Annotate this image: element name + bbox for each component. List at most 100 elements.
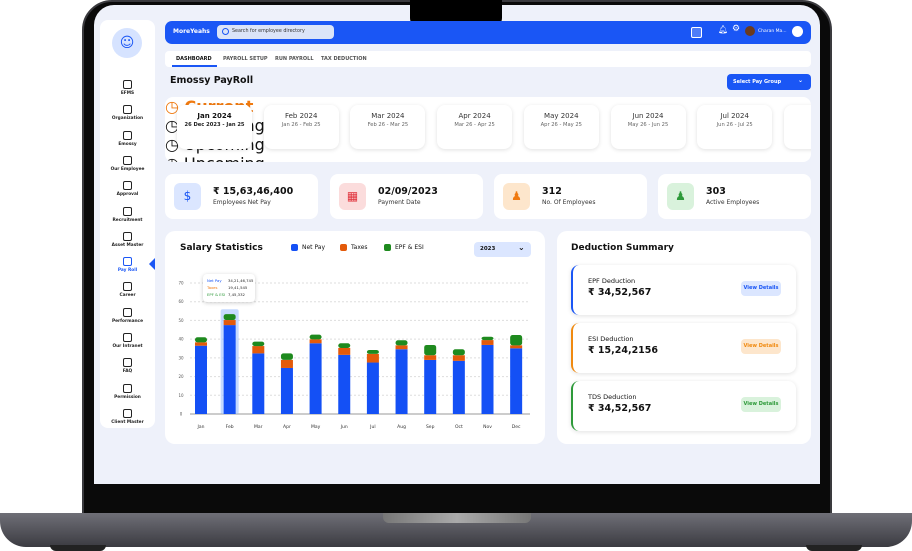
year-select[interactable]: 2023 ⌄ bbox=[474, 242, 531, 257]
bar-net-pay-oct[interactable] bbox=[452, 360, 465, 414]
bar-taxes-mar[interactable] bbox=[252, 346, 265, 354]
logo: ☺ bbox=[112, 28, 142, 58]
bar-epf-esi-apr[interactable] bbox=[280, 353, 293, 360]
sidebar-item-asset-master[interactable]: Asset Master bbox=[100, 231, 155, 248]
sidebar-item-label: Career bbox=[119, 293, 136, 299]
bar-net-pay-mar[interactable] bbox=[252, 353, 265, 414]
legend-item[interactable]: Net Pay bbox=[291, 244, 325, 251]
bar-net-pay-jun[interactable] bbox=[338, 354, 351, 414]
pay-period-card[interactable]: May 2024 Apr 26 - May 25 bbox=[523, 105, 599, 149]
bar-net-pay-feb[interactable] bbox=[223, 325, 236, 414]
sidebar-item-label: FAQ bbox=[122, 369, 133, 375]
stat-label: Payment Date bbox=[378, 199, 421, 206]
stat-value: 02/09/2023 bbox=[378, 186, 438, 197]
tab-run-payroll[interactable]: RUN PAYROLL bbox=[275, 56, 314, 62]
search-input[interactable]: Search for employee directory bbox=[217, 25, 334, 39]
search-placeholder: Search for employee directory bbox=[232, 29, 305, 34]
sidebar-item-recruitment[interactable]: Recruitment bbox=[100, 206, 155, 223]
clock-icon: ◷ bbox=[165, 135, 185, 154]
user-name[interactable]: Charan Ma... bbox=[758, 29, 787, 34]
tooltip-value: 19,41,545 bbox=[228, 285, 248, 290]
bar-epf-esi-jun[interactable] bbox=[338, 343, 351, 348]
sidebar-item-label: Permission bbox=[114, 394, 141, 400]
legend-item[interactable]: EPF & ESI bbox=[384, 244, 424, 251]
sidebar-item-our-employee[interactable]: Our Employee bbox=[100, 155, 155, 172]
view-details-button[interactable]: View Details bbox=[741, 397, 781, 412]
tab-dashboard[interactable]: DASHBOARD bbox=[176, 56, 212, 62]
bar-taxes-feb[interactable] bbox=[223, 320, 236, 326]
pay-period-card[interactable]: Feb 2024 Jan 26 - Feb 25 bbox=[263, 105, 339, 149]
pay-period-card[interactable]: AuJul 26 bbox=[783, 105, 811, 149]
sidebar-item-efms[interactable]: EFMS bbox=[100, 80, 155, 96]
bar-net-pay-aug[interactable] bbox=[395, 349, 408, 414]
bar-epf-esi-may[interactable] bbox=[309, 334, 322, 340]
chart-title: Salary Statistics bbox=[180, 243, 263, 253]
bar-taxes-oct[interactable] bbox=[452, 355, 465, 361]
bar-epf-esi-sep[interactable] bbox=[424, 344, 437, 356]
bar-taxes-jun[interactable] bbox=[338, 347, 351, 355]
pay-group-select[interactable]: Select Pay Group ⌄ bbox=[727, 74, 811, 90]
sidebar-item-emossy[interactable]: Emossy bbox=[100, 130, 155, 147]
pay-group-label: Select Pay Group bbox=[733, 79, 782, 85]
avatar[interactable] bbox=[745, 26, 755, 36]
bar-epf-esi-aug[interactable] bbox=[395, 340, 408, 346]
tab-payroll-setup[interactable]: PAYROLL SETUP bbox=[223, 56, 268, 62]
bar-net-pay-may[interactable] bbox=[309, 343, 322, 414]
sidebar-item-career[interactable]: Career bbox=[100, 282, 155, 298]
clock-icon: ◷ bbox=[165, 154, 184, 162]
bar-taxes-aug[interactable] bbox=[395, 345, 408, 350]
bar-epf-esi-dec[interactable] bbox=[510, 335, 523, 346]
bar-net-pay-dec[interactable] bbox=[510, 348, 523, 414]
sidebar-item-approval[interactable]: Approval bbox=[100, 181, 155, 197]
bar-net-pay-jan[interactable] bbox=[195, 345, 207, 414]
bar-taxes-jan[interactable] bbox=[195, 342, 207, 346]
bar-epf-esi-jan[interactable] bbox=[195, 337, 207, 343]
bar-net-pay-nov[interactable] bbox=[481, 344, 494, 414]
bar-epf-esi-jul[interactable] bbox=[366, 349, 379, 354]
y-tick-label: 60 bbox=[178, 299, 184, 304]
tab-tax-deduction[interactable]: TAX DEDUCTION bbox=[321, 56, 367, 62]
sidebar-item-faq[interactable]: FAQ bbox=[100, 358, 155, 374]
sidebar-item-client-master[interactable]: Client Master bbox=[100, 408, 155, 425]
bar-epf-esi-nov[interactable] bbox=[481, 336, 494, 341]
stat-label: Active Employees bbox=[706, 199, 760, 206]
stat-value: 303 bbox=[706, 186, 726, 197]
chevron-down-icon: ⌄ bbox=[798, 77, 804, 84]
view-details-button[interactable]: View Details bbox=[741, 281, 781, 296]
bar-epf-esi-mar[interactable] bbox=[252, 341, 265, 347]
bar-net-pay-jul[interactable] bbox=[366, 362, 379, 414]
sidebar-item-pay-roll[interactable]: Pay Roll bbox=[100, 257, 155, 273]
pay-period-card[interactable]: Mar 2024 Feb 26 - Mar 25 bbox=[350, 105, 426, 149]
sidebar-toggle-icon[interactable] bbox=[691, 27, 702, 38]
bell-icon[interactable]: 🔔︎ bbox=[718, 25, 729, 34]
menu-icon bbox=[123, 206, 132, 216]
menu-icon bbox=[123, 383, 132, 393]
sidebar-item-permission[interactable]: Permission bbox=[100, 383, 155, 400]
bar-taxes-jul[interactable] bbox=[366, 353, 379, 363]
deduction-label: EPF Deduction bbox=[588, 277, 636, 285]
y-tick-label: 40 bbox=[178, 337, 184, 342]
bar-taxes-dec[interactable] bbox=[510, 345, 523, 349]
bar-epf-esi-oct[interactable] bbox=[452, 349, 465, 356]
settings-icon[interactable]: ⚙ bbox=[732, 24, 741, 34]
bar-taxes-may[interactable] bbox=[309, 339, 322, 344]
profile-icon[interactable] bbox=[792, 26, 803, 37]
legend-item[interactable]: Taxes bbox=[340, 244, 368, 251]
deduction-amount: ₹ 34,52,567 bbox=[588, 403, 652, 414]
users-icon: ♟ bbox=[503, 183, 530, 210]
pay-period-card[interactable]: Jul 2024 Jun 26 - Jul 25 bbox=[697, 105, 773, 149]
pay-period-card[interactable]: Jan 2024 26 Dec 2023 - Jan 25 bbox=[177, 105, 252, 149]
sidebar-item-performance[interactable]: Performance bbox=[100, 307, 155, 324]
sidebar-item-our-intranet[interactable]: Our Intranet bbox=[100, 333, 155, 349]
bar-epf-esi-feb[interactable] bbox=[223, 314, 236, 321]
bar-taxes-apr[interactable] bbox=[280, 359, 293, 368]
view-details-button[interactable]: View Details bbox=[741, 339, 781, 354]
sidebar-item-organization[interactable]: Organization bbox=[100, 105, 155, 121]
bar-net-pay-apr[interactable] bbox=[280, 367, 293, 414]
pay-period-card[interactable]: Apr 2024 Mar 26 - Apr 25 bbox=[437, 105, 513, 149]
pay-period-card[interactable]: Jun 2024 May 26 - Jun 25 bbox=[610, 105, 686, 149]
bar-net-pay-sep[interactable] bbox=[424, 359, 437, 414]
bar-taxes-nov[interactable] bbox=[481, 340, 494, 345]
bar-taxes-sep[interactable] bbox=[424, 355, 437, 360]
